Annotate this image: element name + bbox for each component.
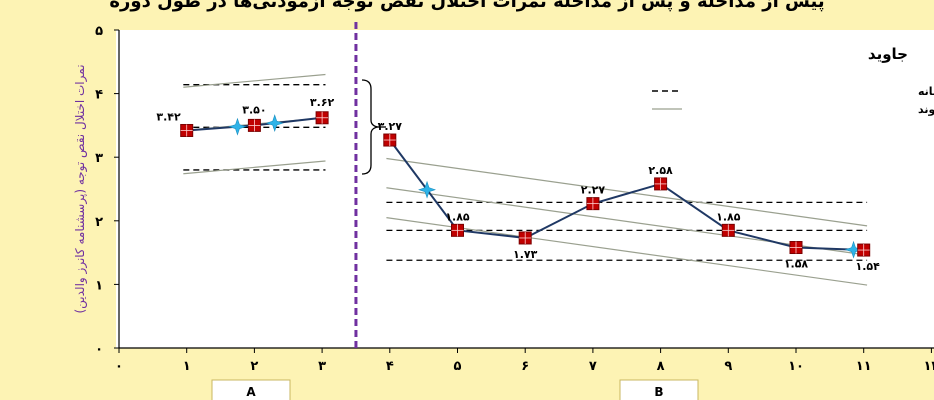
figure-title: پیش از مداخله و پس از مداخله نمرات اختلا…	[109, 0, 825, 12]
y-tick-label: ۴	[95, 88, 103, 103]
data-label: ۱.۵۴	[856, 260, 881, 273]
x-tick-label: ۵	[454, 359, 462, 374]
x-tick-label: ۴	[386, 359, 394, 374]
y-tick-label: ۰	[95, 342, 103, 357]
legend-label-trend: خط روند وکران‌های بالا و پایین خط روند	[918, 103, 934, 116]
data-label: ۳.۵۰	[242, 103, 266, 116]
x-tick-label: ۱۱	[856, 359, 872, 374]
x-tick-label: ۱۰	[788, 359, 804, 374]
star-marker	[418, 180, 436, 199]
star-marker	[228, 117, 247, 136]
subject-label: جاوید	[868, 45, 908, 63]
data-label: ۱.۸۵	[445, 210, 470, 223]
trend-band-line	[386, 217, 868, 286]
data-label: ۳.۶۲	[310, 96, 335, 109]
y-tick-label: ۲	[95, 215, 103, 230]
trend-band-line	[386, 157, 868, 227]
phase-b-box	[619, 379, 699, 400]
phase-a-box	[211, 379, 291, 400]
x-tick-label: ۹	[724, 359, 732, 374]
x-tick-label: ۰	[115, 359, 123, 374]
data-label: ۲.۵۸	[648, 164, 673, 177]
trend-band-line	[183, 73, 326, 88]
x-tick-label: ۶	[521, 359, 529, 374]
x-tick-label: ۱	[183, 359, 191, 374]
data-label: ۲.۲۷	[581, 184, 606, 197]
x-tick-label: ۲	[250, 359, 258, 374]
x-tick-label: ۸	[657, 359, 665, 374]
legend-label-median: خط میانه وکران‌های بالا و پایین خط میانه	[918, 85, 934, 98]
data-label: ۱.۸۵	[716, 210, 741, 223]
y-tick-label: ۵	[95, 24, 103, 39]
data-label: ۱.۷۳	[513, 248, 538, 261]
data-label: ۳.۴۲	[156, 110, 181, 123]
plot-area	[116, 30, 934, 348]
series-line	[388, 139, 864, 252]
data-label: ۳.۲۷	[378, 120, 403, 133]
phase-b-label: B	[654, 385, 663, 399]
trend-line	[386, 187, 868, 256]
x-tick-label: ۳	[318, 359, 326, 374]
x-tick-label: ۷	[589, 359, 597, 374]
y-axis-label: نمرات اختلال نقص توجه (پرسشنامه کانرز وا…	[73, 64, 88, 313]
phase-a-label: A	[246, 385, 256, 399]
x-tick-label: ۱۲	[923, 359, 934, 374]
y-tick-label: ۳	[95, 151, 103, 166]
y-tick-label: ۱	[95, 278, 103, 293]
trend-band-line	[183, 160, 326, 175]
star-marker	[265, 114, 284, 133]
data-label: ۱.۵۸	[784, 258, 809, 271]
